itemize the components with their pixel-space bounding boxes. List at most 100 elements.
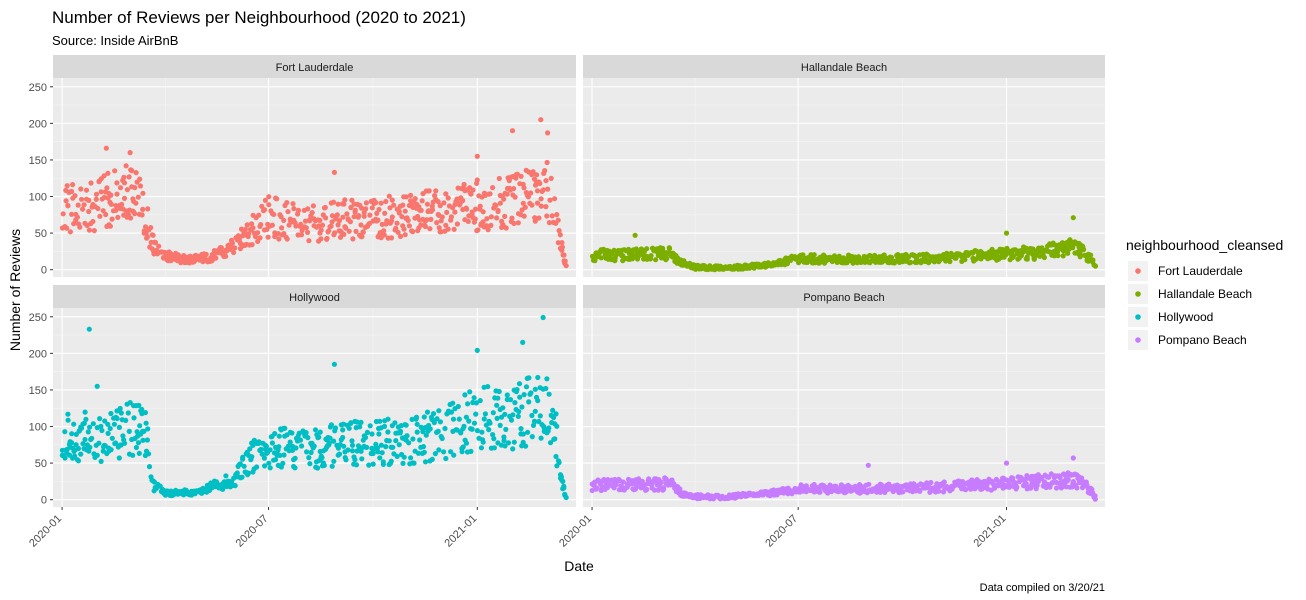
y-tick-label: 0 [41, 265, 47, 277]
legend: neighbourhood_cleansed Fort Lauderdale Ha… [1126, 237, 1283, 350]
data-point [381, 423, 388, 429]
data-point [472, 216, 478, 222]
legend-key-point [1135, 291, 1141, 297]
x-tick-label: 2020-07 [234, 513, 271, 550]
data-point [452, 209, 458, 215]
data-point [471, 420, 478, 426]
data-point [315, 465, 321, 471]
data-point [276, 433, 282, 439]
data-point [405, 217, 411, 224]
data-point [152, 240, 158, 246]
data-point [410, 229, 416, 235]
data-point [536, 418, 542, 425]
data-point [353, 462, 360, 468]
data-point [359, 456, 365, 462]
data-point [272, 457, 279, 463]
data-point [71, 421, 77, 427]
data-point [502, 213, 508, 219]
facet-strip [583, 285, 1105, 308]
data-point [436, 447, 442, 453]
data-point [481, 416, 487, 422]
data-point [544, 376, 550, 382]
data-point [330, 199, 337, 205]
data-point [276, 444, 282, 450]
data-point [148, 225, 154, 231]
data-point [65, 203, 71, 209]
data-point [490, 185, 496, 191]
data-point [261, 455, 267, 461]
data-point [352, 209, 358, 215]
data-point [156, 243, 162, 249]
data-point [102, 418, 108, 424]
data-point [540, 314, 546, 321]
data-point [468, 448, 474, 454]
data-point [387, 205, 393, 211]
data-point [491, 445, 497, 451]
data-point [947, 258, 953, 265]
data-point [128, 215, 134, 221]
data-point [105, 421, 111, 427]
data-point [62, 455, 68, 461]
data-point [140, 437, 146, 443]
data-point [424, 217, 430, 223]
data-point [417, 437, 423, 443]
data-point [318, 236, 324, 242]
data-point [108, 192, 114, 198]
data-point [126, 428, 132, 434]
data-point [648, 253, 654, 259]
data-point [594, 485, 600, 491]
data-point [543, 178, 549, 184]
data-point [385, 416, 391, 422]
data-point [370, 450, 376, 457]
data-point [336, 451, 343, 457]
chart-title: Number of Reviews per Neighbourhood (202… [52, 8, 466, 27]
data-point [131, 415, 137, 421]
data-point [267, 465, 273, 471]
data-point [298, 232, 305, 238]
data-point [358, 419, 364, 425]
data-point [341, 443, 347, 449]
data-point [509, 128, 516, 134]
data-point [143, 420, 149, 426]
data-point [437, 419, 443, 425]
y-axis-title: Number of Reviews [7, 229, 23, 351]
data-point [1003, 460, 1010, 466]
data-point [563, 263, 569, 269]
data-point [104, 185, 110, 191]
data-point [232, 483, 238, 489]
data-point [483, 223, 490, 229]
data-point [303, 225, 309, 231]
data-point [336, 218, 342, 224]
data-point [456, 416, 462, 422]
data-point [422, 223, 428, 230]
data-point [213, 479, 220, 485]
data-point [393, 438, 399, 444]
data-point [865, 462, 871, 468]
data-point [550, 407, 556, 413]
data-point [401, 226, 407, 232]
data-point [496, 388, 502, 395]
data-point [1090, 257, 1096, 263]
x-axis-title: Date [564, 558, 594, 574]
data-point [100, 208, 106, 214]
data-point [441, 449, 447, 455]
data-point [1088, 252, 1094, 258]
data-point [504, 392, 510, 398]
chart-caption: Data compiled on 3/20/21 [980, 582, 1105, 594]
data-point [107, 425, 113, 432]
data-point [917, 488, 923, 494]
data-point [532, 218, 538, 224]
data-point [358, 448, 364, 454]
data-point [400, 460, 406, 466]
data-point [423, 432, 429, 438]
data-point [419, 198, 425, 204]
data-point [86, 227, 92, 233]
data-point [1028, 485, 1034, 491]
data-point [289, 430, 295, 436]
data-point [426, 188, 432, 194]
data-point [463, 205, 469, 211]
data-point [137, 183, 144, 189]
data-point [133, 170, 139, 176]
data-point [1023, 481, 1029, 487]
data-point [485, 227, 491, 233]
